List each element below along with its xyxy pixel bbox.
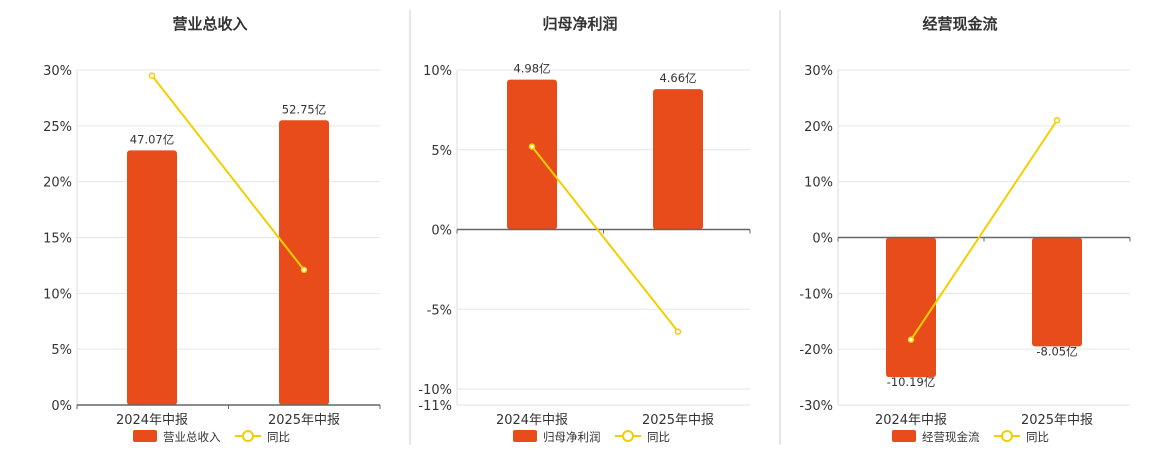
- bar-1: [886, 237, 936, 378]
- chart-title: 经营现金流: [922, 15, 997, 33]
- y-tick-label: 5%: [51, 343, 72, 358]
- x-category-label: 2025年中报: [642, 413, 714, 428]
- bar-2: [1032, 237, 1082, 347]
- y-tick-label: 25%: [43, 120, 72, 135]
- y-tick-label: -30%: [799, 399, 833, 414]
- yoy-line: [531, 145, 679, 333]
- legend-bar-label: 营业总收入: [163, 430, 221, 444]
- y-tick-label: -10%: [418, 383, 452, 398]
- legend[interactable]: 归母净利润 同比: [513, 430, 670, 444]
- yoy-point-1: [528, 143, 536, 150]
- bar-data-label: -8.05亿: [1036, 344, 1077, 358]
- chart-title: 归母净利润: [542, 15, 617, 33]
- legend-bar-label: 归母净利润: [543, 430, 601, 444]
- x-category-label: 2024年中报: [116, 413, 188, 428]
- yoy-point-2: [300, 266, 308, 274]
- y-tick-label: -20%: [799, 343, 833, 358]
- x-category-label: 2025年中报: [1021, 413, 1093, 428]
- bar-2: [279, 120, 329, 405]
- yoy-point-1: [148, 72, 156, 79]
- legend-line-marker: [622, 430, 634, 442]
- y-tick-label: 30%: [43, 64, 72, 79]
- bar-data-label: 52.75亿: [282, 102, 326, 116]
- chart-panel-3: 经营现金流 -30% -20% -10% 0% 10% 20% 30% -10.19亿 -8.05…: [799, 15, 1131, 444]
- chart-panel-1: 营业总收入 0% 5% 10% 15% 20% 25% 30% 47.07亿 52.75亿 2024…: [43, 15, 381, 444]
- chart-panel-2: 归母净利润 -11%-10% -5% 0% 5% 10% 4.98亿 4.66亿 2024年中报…: [418, 15, 751, 444]
- bar-data-label: 47.07亿: [130, 132, 174, 146]
- bar-data-label: 4.98亿: [513, 62, 550, 76]
- legend-bar-label: 经营现金流: [922, 430, 980, 444]
- y-tick-label: 0%: [431, 224, 452, 239]
- bar-data-label: -10.19亿: [887, 375, 936, 389]
- y-tick-label: 20%: [43, 176, 72, 191]
- legend-bar-swatch: [513, 430, 537, 442]
- legend-bar-swatch: [892, 430, 916, 442]
- yoy-point-1: [907, 336, 915, 343]
- y-tick-label: -10%: [799, 287, 833, 302]
- legend-line-label: 同比: [1026, 430, 1049, 444]
- y-tick-label: 0%: [51, 399, 72, 414]
- bar-data-label: 4.66亿: [659, 71, 696, 85]
- legend-line-label: 同比: [267, 430, 290, 444]
- yoy-point-2: [674, 328, 682, 335]
- legend-bar-swatch: [133, 430, 157, 442]
- y-tick-label: 30%: [804, 64, 833, 79]
- y-tick-label: 10%: [423, 64, 452, 79]
- legend-line-marker: [242, 430, 254, 442]
- yoy-point-2: [1053, 117, 1061, 124]
- chart-title: 营业总收入: [172, 15, 247, 33]
- y-tick-label: 0%: [812, 232, 833, 247]
- y-tick-label: 10%: [43, 287, 72, 302]
- legend[interactable]: 经营现金流 同比: [892, 430, 1049, 444]
- x-category-label: 2024年中报: [875, 413, 947, 428]
- bar-2: [653, 89, 703, 230]
- bar-1: [507, 79, 557, 230]
- y-tick-label: 10%: [804, 176, 833, 191]
- x-category-label: 2024年中报: [496, 413, 568, 428]
- bar-1: [127, 150, 177, 405]
- legend-line-label: 同比: [647, 430, 670, 444]
- y-tick-label: -11%: [418, 399, 452, 414]
- yoy-line: [151, 74, 305, 271]
- y-tick-label: 20%: [804, 120, 833, 135]
- yoy-line: [910, 119, 1058, 341]
- x-category-label: 2025年中报: [268, 413, 340, 428]
- legend[interactable]: 营业总收入 同比: [133, 430, 290, 444]
- legend-line-marker: [1001, 430, 1013, 442]
- y-tick-label: -5%: [427, 303, 452, 318]
- y-tick-label: 5%: [431, 144, 452, 159]
- y-tick-label: 15%: [43, 232, 72, 247]
